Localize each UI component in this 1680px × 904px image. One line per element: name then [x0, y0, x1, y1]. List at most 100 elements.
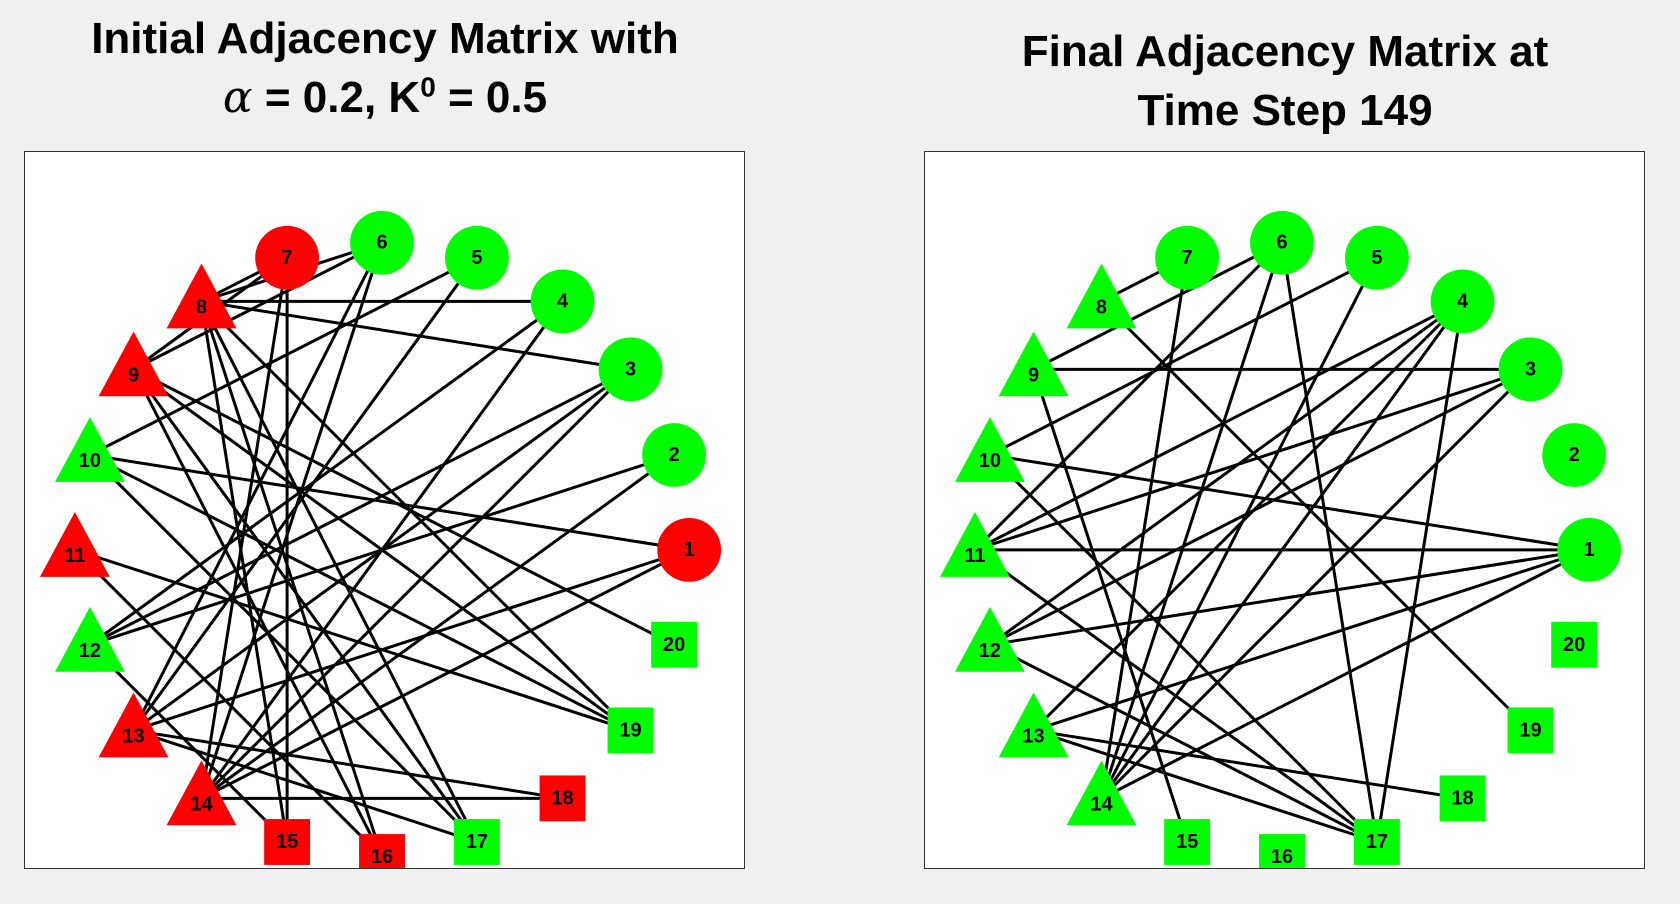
node-19-label: 19: [1519, 719, 1541, 741]
node-10: 10: [54, 417, 125, 482]
node-7: 7: [255, 225, 320, 290]
node-13-triangle: [998, 692, 1069, 758]
edge-13-18: [1033, 728, 1463, 800]
node-19-square: [607, 707, 654, 754]
node-13-label: 13: [1022, 725, 1044, 747]
node-9: 9: [998, 331, 1069, 397]
node-20: 20: [1551, 621, 1598, 668]
node-3: 3: [598, 337, 663, 402]
node-17: 17: [453, 819, 500, 865]
node-14: 14: [1066, 760, 1137, 826]
edge-1-13: [1033, 548, 1590, 732]
node-8-label: 8: [1096, 296, 1107, 318]
node-16: 16: [359, 834, 405, 868]
edge-10-17: [988, 453, 1378, 844]
edge-10-19: [89, 453, 632, 732]
edge-3-12: [89, 368, 632, 647]
node-12-triangle: [54, 606, 125, 672]
node-9-label: 9: [1028, 364, 1039, 386]
edge-3-14: [1100, 368, 1532, 800]
node-5-circle: [445, 225, 509, 290]
node-19: 19: [1507, 707, 1554, 754]
node-19-square: [1507, 707, 1554, 754]
node-13-label: 13: [122, 725, 144, 747]
node-4-label: 4: [1457, 290, 1468, 312]
node-1-label: 1: [684, 539, 695, 561]
node-16: 16: [1259, 834, 1305, 868]
edge-9-17: [132, 368, 479, 843]
edge-4-12: [89, 300, 564, 647]
node-6: 6: [1250, 210, 1314, 275]
node-13-triangle: [98, 692, 169, 758]
node-10-label: 10: [979, 450, 1001, 472]
node-2: 2: [642, 423, 707, 487]
left-title-line2: α = 0.2, K0 = 0.5: [0, 68, 770, 127]
alpha-symbol: α: [222, 72, 253, 123]
node-6-label: 6: [376, 232, 387, 254]
edge-4-11: [974, 300, 1464, 552]
edges: [73, 241, 690, 859]
node-9-triangle: [98, 331, 169, 397]
node-7-circle: [255, 225, 320, 290]
left-title-mid: = 0.2, K: [252, 73, 421, 122]
node-3-label: 3: [625, 358, 636, 380]
edge-8-19: [200, 300, 632, 732]
node-17: 17: [1353, 819, 1400, 865]
node-17-square: [453, 819, 500, 865]
edge-2-14: [200, 453, 675, 800]
node-4-circle: [1430, 269, 1495, 334]
node-8-triangle: [166, 263, 237, 329]
node-4-label: 4: [557, 290, 568, 312]
node-20-label: 20: [1563, 634, 1585, 656]
left-title-line1: Initial Adjacency Matrix with: [91, 14, 679, 63]
node-4: 4: [1430, 269, 1495, 334]
node-15-square: [1164, 819, 1211, 865]
edge-8-19: [1100, 300, 1532, 732]
node-2-circle: [1542, 423, 1607, 487]
node-14-triangle: [166, 760, 237, 826]
node-20-label: 20: [663, 634, 685, 656]
left-title-end: = 0.5: [435, 73, 548, 122]
node-7-label: 7: [282, 247, 293, 269]
node-16-label: 16: [371, 846, 393, 868]
edge-1-10: [989, 453, 1590, 552]
node-12: 12: [954, 606, 1025, 672]
edge-9-20: [132, 368, 675, 647]
right-panel-title: Final Adjacency Matrix at Time Step 149: [900, 22, 1670, 140]
node-10-label: 10: [79, 450, 101, 472]
node-8: 8: [166, 263, 237, 329]
edge-3-8: [201, 299, 631, 371]
node-10-triangle: [54, 417, 125, 482]
edge-1-14: [1100, 548, 1590, 800]
node-15-label: 15: [276, 831, 298, 853]
edge-9-15: [1032, 368, 1189, 843]
edge-6-9: [1032, 241, 1283, 371]
node-12-triangle: [954, 606, 1025, 672]
node-1-label: 1: [1584, 539, 1595, 561]
node-4: 4: [530, 269, 595, 334]
node-6-label: 6: [1276, 232, 1287, 254]
edges: [973, 241, 1590, 844]
node-2: 2: [1542, 423, 1607, 487]
node-18-square: [539, 775, 586, 822]
edge-1-12: [989, 548, 1590, 647]
node-18: 18: [1439, 775, 1486, 822]
edge-4-12: [989, 300, 1464, 647]
node-6: 6: [350, 210, 414, 275]
edge-1-13: [133, 548, 690, 732]
node-11: 11: [39, 511, 110, 577]
node-3-circle: [598, 337, 663, 402]
node-11-label: 11: [64, 545, 85, 567]
node-11: 11: [939, 511, 1010, 577]
node-15: 15: [264, 819, 311, 865]
left-title-superscript: 0: [420, 71, 436, 103]
node-1: 1: [1557, 517, 1622, 582]
node-2-circle: [642, 423, 707, 487]
node-20-square: [651, 621, 698, 668]
node-12: 12: [54, 606, 125, 672]
edge-3-14: [200, 368, 632, 800]
edge-12-17: [989, 643, 1378, 844]
node-6-circle: [350, 210, 414, 275]
